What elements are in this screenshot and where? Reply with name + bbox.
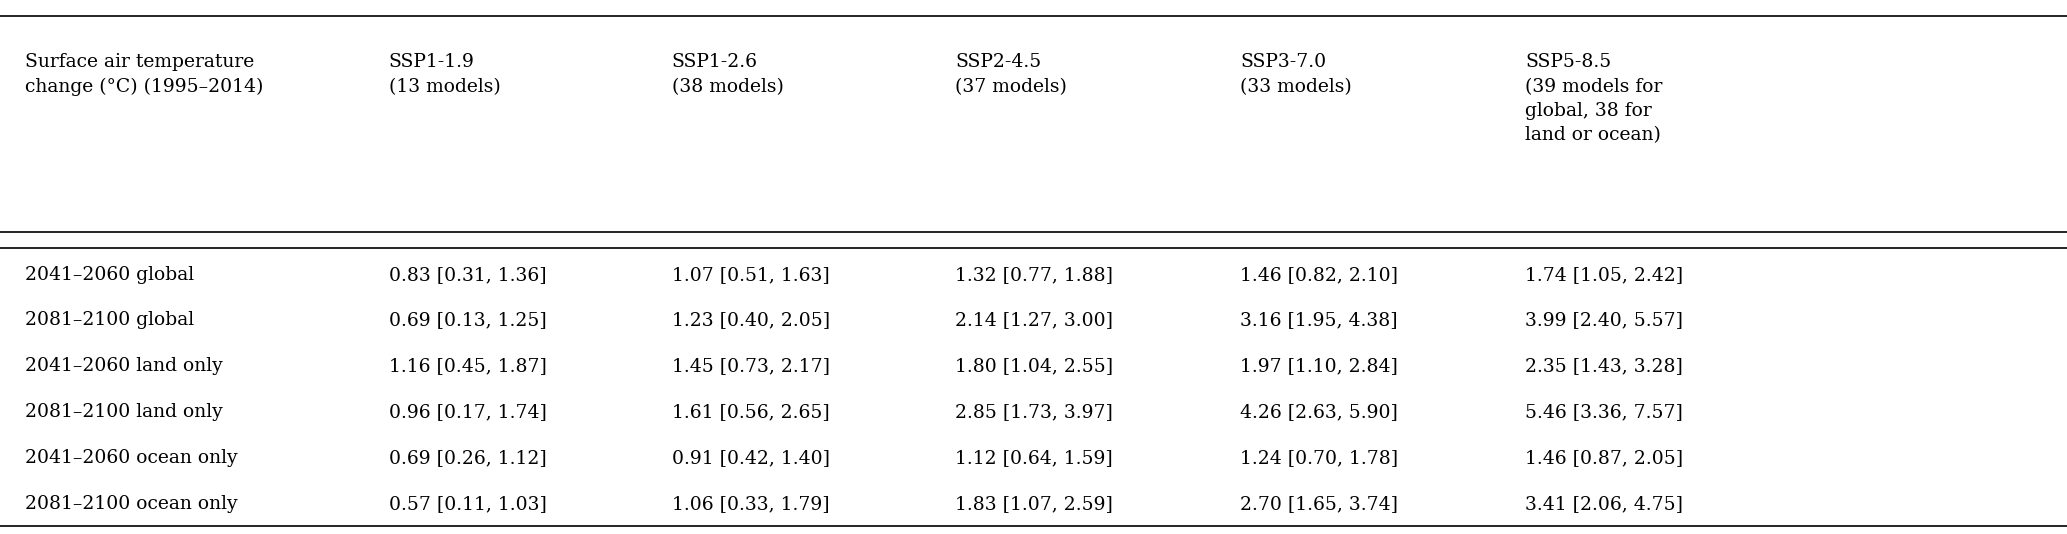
Text: 1.07 [0.51, 1.63]: 1.07 [0.51, 1.63] (672, 266, 829, 284)
Text: 0.96 [0.17, 1.74]: 0.96 [0.17, 1.74] (389, 403, 546, 421)
Text: 0.57 [0.11, 1.03]: 0.57 [0.11, 1.03] (389, 494, 546, 513)
Text: 2.70 [1.65, 3.74]: 2.70 [1.65, 3.74] (1240, 494, 1397, 513)
Text: 3.41 [2.06, 4.75]: 3.41 [2.06, 4.75] (1525, 494, 1683, 513)
Text: SSP3-7.0
(33 models): SSP3-7.0 (33 models) (1240, 53, 1352, 96)
Text: 1.46 [0.87, 2.05]: 1.46 [0.87, 2.05] (1525, 449, 1683, 467)
Text: 1.06 [0.33, 1.79]: 1.06 [0.33, 1.79] (672, 494, 829, 513)
Text: 1.83 [1.07, 2.59]: 1.83 [1.07, 2.59] (955, 494, 1112, 513)
Text: 2.85 [1.73, 3.97]: 2.85 [1.73, 3.97] (955, 403, 1112, 421)
Text: SSP5-8.5
(39 models for
global, 38 for
land or ocean): SSP5-8.5 (39 models for global, 38 for l… (1525, 53, 1662, 144)
Text: 2.14 [1.27, 3.00]: 2.14 [1.27, 3.00] (955, 311, 1112, 329)
Text: 2081–2100 ocean only: 2081–2100 ocean only (25, 494, 238, 513)
Text: 1.23 [0.40, 2.05]: 1.23 [0.40, 2.05] (672, 311, 829, 329)
Text: 1.61 [0.56, 2.65]: 1.61 [0.56, 2.65] (672, 403, 829, 421)
Text: 0.69 [0.13, 1.25]: 0.69 [0.13, 1.25] (389, 311, 546, 329)
Text: SSP1-2.6
(38 models): SSP1-2.6 (38 models) (672, 53, 783, 96)
Text: 1.46 [0.82, 2.10]: 1.46 [0.82, 2.10] (1240, 266, 1397, 284)
Text: 2081–2100 land only: 2081–2100 land only (25, 403, 223, 421)
Text: Surface air temperature
change (°C) (1995–2014): Surface air temperature change (°C) (199… (25, 53, 263, 96)
Text: 1.24 [0.70, 1.78]: 1.24 [0.70, 1.78] (1240, 449, 1397, 467)
Text: 2041–2060 ocean only: 2041–2060 ocean only (25, 449, 238, 467)
Text: 3.16 [1.95, 4.38]: 3.16 [1.95, 4.38] (1240, 311, 1397, 329)
Text: 4.26 [2.63, 5.90]: 4.26 [2.63, 5.90] (1240, 403, 1397, 421)
Text: 3.99 [2.40, 5.57]: 3.99 [2.40, 5.57] (1525, 311, 1683, 329)
Text: 1.12 [0.64, 1.59]: 1.12 [0.64, 1.59] (955, 449, 1112, 467)
Text: 1.97 [1.10, 2.84]: 1.97 [1.10, 2.84] (1240, 357, 1397, 375)
Text: 1.74 [1.05, 2.42]: 1.74 [1.05, 2.42] (1525, 266, 1683, 284)
Text: SSP1-1.9
(13 models): SSP1-1.9 (13 models) (389, 53, 500, 96)
Text: 1.32 [0.77, 1.88]: 1.32 [0.77, 1.88] (955, 266, 1112, 284)
Text: 2041–2060 global: 2041–2060 global (25, 266, 194, 284)
Text: 0.91 [0.42, 1.40]: 0.91 [0.42, 1.40] (672, 449, 829, 467)
Text: 5.46 [3.36, 7.57]: 5.46 [3.36, 7.57] (1525, 403, 1683, 421)
Text: 2.35 [1.43, 3.28]: 2.35 [1.43, 3.28] (1525, 357, 1683, 375)
Text: 2081–2100 global: 2081–2100 global (25, 311, 194, 329)
Text: 0.69 [0.26, 1.12]: 0.69 [0.26, 1.12] (389, 449, 546, 467)
Text: 1.45 [0.73, 2.17]: 1.45 [0.73, 2.17] (672, 357, 829, 375)
Text: 1.16 [0.45, 1.87]: 1.16 [0.45, 1.87] (389, 357, 546, 375)
Text: SSP2-4.5
(37 models): SSP2-4.5 (37 models) (955, 53, 1067, 96)
Text: 0.83 [0.31, 1.36]: 0.83 [0.31, 1.36] (389, 266, 546, 284)
Text: 2041–2060 land only: 2041–2060 land only (25, 357, 223, 375)
Text: 1.80 [1.04, 2.55]: 1.80 [1.04, 2.55] (955, 357, 1112, 375)
